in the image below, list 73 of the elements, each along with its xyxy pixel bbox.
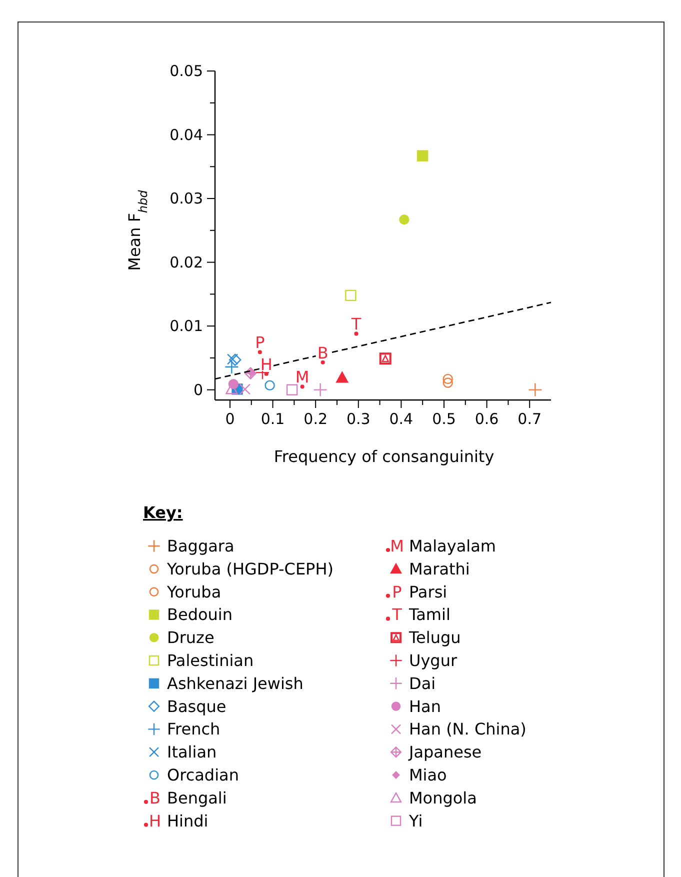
legend-label: Baggara	[167, 536, 234, 556]
point	[229, 354, 242, 366]
legend-label: Han (N. China)	[409, 720, 526, 739]
x-tick-label: 0	[225, 410, 235, 428]
point	[442, 374, 453, 384]
point	[239, 384, 251, 395]
legend-label: Ashkenazi Jewish	[167, 674, 304, 693]
point	[300, 384, 304, 389]
legend-title: Key:	[143, 503, 183, 522]
legend-label: Italian	[167, 742, 217, 762]
legend-label: Yoruba (HGDP-CEPH)	[166, 559, 334, 578]
point	[224, 360, 239, 374]
point	[345, 290, 356, 302]
legend-label: Telugu	[408, 628, 461, 648]
text: B	[150, 788, 160, 808]
point	[399, 214, 410, 225]
text: T	[392, 605, 402, 624]
point	[258, 350, 262, 354]
legend-label: Miao	[409, 766, 447, 784]
legend-label: Japanese	[408, 742, 482, 762]
point	[379, 352, 392, 365]
legend-label: Yi	[408, 811, 423, 830]
legend-label: Han	[409, 696, 441, 716]
y-tick-label: 0.02	[170, 253, 203, 272]
legend-label: Bedouin	[167, 605, 232, 624]
x-tick-label: 0.6	[474, 410, 499, 428]
legend-label: French	[167, 720, 220, 739]
point	[264, 380, 275, 390]
point	[313, 382, 328, 397]
y-tick-label: 0.04	[170, 126, 203, 144]
x-tick-label: 0.5	[432, 410, 456, 428]
x-tick-label: 0.2	[304, 410, 328, 428]
point	[354, 332, 358, 336]
point	[264, 372, 268, 376]
data-label: P	[255, 333, 266, 352]
point	[286, 384, 298, 396]
data-label: H	[260, 354, 272, 374]
x-axis-title: Frequency of consanguinity	[274, 447, 494, 466]
x-tick-label: 0.7	[518, 410, 542, 428]
x-tick-label: 0.1	[260, 410, 285, 428]
legend-label: Dai	[409, 674, 436, 693]
y-tick-label: 0.05	[170, 62, 203, 80]
text: P	[392, 582, 402, 602]
legend-label: Marathi	[409, 559, 470, 578]
legend-label: Mongola	[409, 788, 477, 808]
y-tick-label: 0.03	[170, 190, 203, 208]
point	[336, 372, 348, 383]
point	[244, 367, 257, 380]
data-label: B	[317, 343, 328, 362]
x-tick-label: 0.4	[389, 410, 414, 428]
legend-label: Parsi	[409, 582, 448, 602]
point	[528, 382, 542, 397]
legend-label: Palestinian	[167, 651, 254, 670]
point	[416, 150, 428, 162]
legend-label: Bengali	[167, 788, 227, 808]
legend-label: Orcadian	[167, 766, 239, 784]
point	[320, 360, 325, 364]
y-tick-label: 0.01	[170, 317, 203, 336]
legend-label: Hindi	[167, 811, 208, 830]
legend-label: Druze	[167, 628, 214, 648]
text: M	[390, 536, 404, 556]
data-label: T	[350, 314, 362, 334]
legend-label: Yoruba	[166, 582, 222, 602]
text: H	[148, 811, 162, 830]
legend-label: Malayalam	[409, 536, 496, 556]
point	[226, 354, 238, 365]
data-label: M	[295, 368, 310, 387]
x-tick-label: 0.3	[346, 410, 370, 428]
legend-label: Basque	[167, 696, 226, 716]
legend-label: Uygur	[409, 651, 458, 670]
legend-label: Tamil	[408, 605, 450, 624]
y-tick-label: 0	[193, 380, 203, 399]
point	[442, 378, 453, 388]
